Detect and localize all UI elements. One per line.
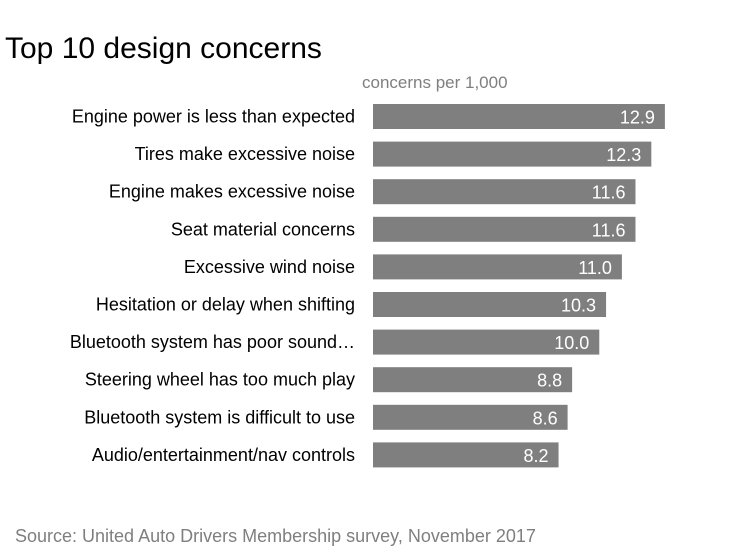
chart-title: Top 10 design concerns xyxy=(5,32,322,65)
data-label: 12.9 xyxy=(620,108,655,128)
bar xyxy=(373,292,607,317)
bar xyxy=(373,442,559,468)
data-label: 8.2 xyxy=(524,446,549,466)
data-label: 10.3 xyxy=(561,296,596,316)
category-label: Engine power is less than expected xyxy=(72,107,355,127)
category-label: Tires make excessive noise xyxy=(135,144,355,164)
bar xyxy=(373,179,636,205)
bar xyxy=(373,367,573,393)
bar xyxy=(373,254,622,280)
unit-label: concerns per 1,000 xyxy=(362,73,508,92)
data-label: 11.6 xyxy=(592,220,626,240)
category-label: Steering wheel has too much play xyxy=(85,370,355,390)
data-label: 8.8 xyxy=(537,371,562,391)
bar xyxy=(373,104,665,129)
category-label: Engine makes excessive noise xyxy=(109,182,355,202)
category-label: Hesitation or delay when shifting xyxy=(96,295,355,315)
data-label: 8.6 xyxy=(533,408,558,428)
category-label: Seat material concerns xyxy=(171,219,355,239)
data-label: 11.6 xyxy=(592,183,626,203)
bar xyxy=(373,216,636,242)
category-label: Excessive wind noise xyxy=(184,257,355,277)
bar xyxy=(373,329,600,355)
category-label: Bluetooth system is difficult to use xyxy=(84,407,355,427)
category-label: Audio/entertainment/nav controls xyxy=(92,445,355,465)
data-label: 12.3 xyxy=(606,145,641,165)
category-label: Bluetooth system has poor sound… xyxy=(70,332,355,352)
bar xyxy=(373,404,568,430)
data-label: 11.0 xyxy=(578,258,612,278)
source-note: Source: United Auto Drivers Membership s… xyxy=(15,526,536,546)
bar xyxy=(373,141,652,167)
data-label: 10.0 xyxy=(554,333,589,353)
